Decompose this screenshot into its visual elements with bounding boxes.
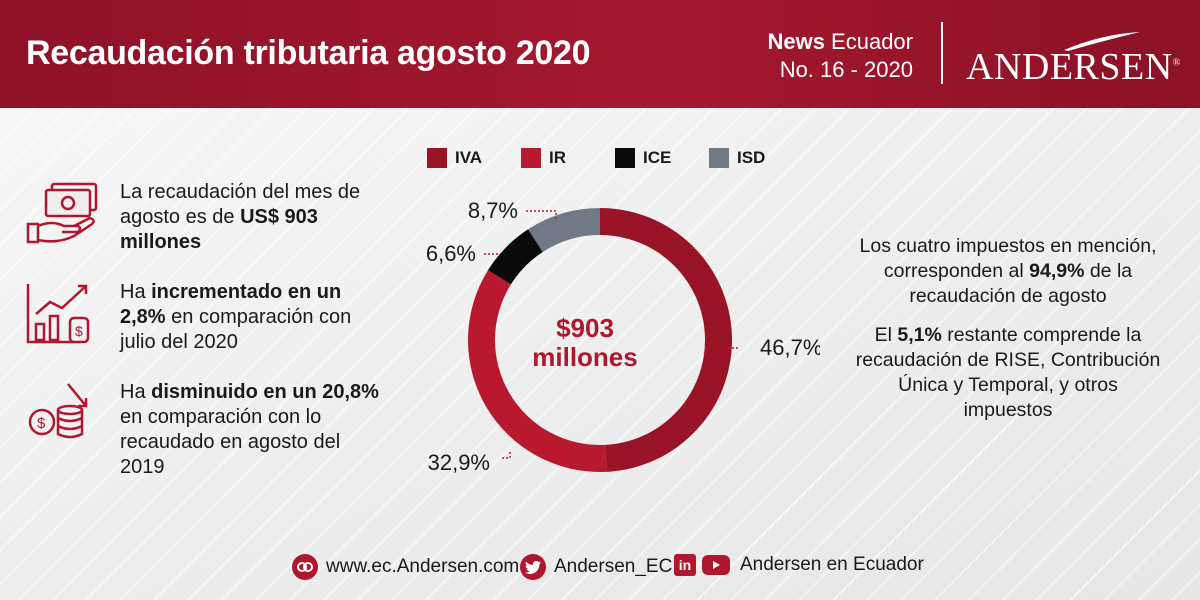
footer-website[interactable]: www.ec.Andersen.com <box>292 554 519 580</box>
legend-label: IVA <box>455 148 483 167</box>
fact-text-increase: Ha incrementado en un 2,8% en comparació… <box>120 280 380 355</box>
twitter-icon <box>520 554 546 580</box>
chart-center-label: $903 millones <box>532 313 638 372</box>
logo-swoosh-icon <box>1064 32 1140 51</box>
fact-text-bold: incrementado en un 2,8% <box>120 281 342 328</box>
data-label-ir: 32,9% <box>428 450 490 475</box>
summary-paragraph-1: Los cuatro impuestos en mención, corresp… <box>852 234 1164 309</box>
fact-text-decrease: Ha disminuido en un 20,8% en comparación… <box>120 380 380 480</box>
legend-label: ISD <box>737 148 766 167</box>
legend-swatch <box>615 148 635 168</box>
donut-slice-ir <box>468 270 607 472</box>
legend-swatch <box>709 148 729 168</box>
issue-number: No. 16 - 2020 <box>779 57 913 82</box>
donut-chart: 46,7% 32,9% 6,6% 8,7% <box>426 198 820 475</box>
news-label: News <box>767 29 825 54</box>
andersen-logo: ANDERSEN® <box>966 45 1181 89</box>
social-name[interactable]: Andersen en Ecuador <box>740 554 924 575</box>
fact-text-bold: US$ 903 millones <box>120 206 318 253</box>
website-link[interactable]: www.ec.Andersen.com <box>326 556 520 577</box>
fact-text-bold: disminuido en un 20,8% <box>151 381 379 403</box>
donut-slice-ice <box>488 229 543 285</box>
fact-text-pre: Ha <box>120 381 152 403</box>
logo-registered-mark: ® <box>1172 57 1181 69</box>
legend-label: ICE <box>643 148 672 167</box>
data-label-ice: 6,6% <box>426 241 476 266</box>
header-banner: Recaudación tributaria agosto 2020 News … <box>0 0 1200 108</box>
link-icon <box>292 554 318 580</box>
data-label-iva: 46,7% <box>760 335 820 360</box>
page-title: Recaudación tributaria agosto 2020 <box>26 34 591 72</box>
footer-social[interactable]: in Andersen en Ecuador <box>674 554 924 576</box>
leader-line <box>502 452 511 459</box>
news-badge: News Ecuador No. 16 - 2020 <box>767 28 913 84</box>
data-label-isd: 8,7% <box>468 198 518 223</box>
header-divider <box>941 22 943 84</box>
footer: www.ec.Andersen.com Andersen_EC in Ander… <box>0 544 1200 588</box>
twitter-handle[interactable]: Andersen_EC <box>554 556 673 577</box>
svg-text:$: $ <box>37 415 46 432</box>
legend-swatch <box>427 148 447 168</box>
legend-item-iva: IVA <box>427 148 521 168</box>
summary-text-pre: Los cuatro impuestos en mención, corresp… <box>859 235 1157 282</box>
summary-text-pre: El <box>874 324 898 346</box>
fact-text-post: en comparación con julio del 2020 <box>120 306 352 353</box>
summary-text-bold: 94,9% <box>1029 260 1085 282</box>
youtube-icon <box>702 555 730 575</box>
legend-item-ir: IR <box>521 148 615 168</box>
donut-slice-isd <box>528 208 600 252</box>
coins-down-icon: $ <box>28 383 88 439</box>
chart-legend: IVA IR ICE ISD <box>427 148 803 168</box>
fact-text-pre: Ha <box>120 281 152 303</box>
logo-text: ANDERSEN <box>966 46 1173 88</box>
donut-slice-iva <box>600 208 732 472</box>
summary-text-post: de la recaudación de agosto <box>909 260 1133 307</box>
footer-twitter[interactable]: Andersen_EC <box>520 554 672 580</box>
svg-text:$: $ <box>75 323 83 339</box>
growth-chart-icon: $ <box>26 284 90 344</box>
background <box>0 108 1200 600</box>
news-region: Ecuador <box>824 29 913 54</box>
leader-line <box>526 210 557 220</box>
legend-item-isd: ISD <box>709 148 803 168</box>
leader-line <box>484 253 499 256</box>
summary-text-post: restante comprende la recaudación de RIS… <box>855 324 1161 421</box>
summary-text-bold: 5,1% <box>897 324 942 346</box>
legend-item-ice: ICE <box>615 148 709 168</box>
linkedin-icon: in <box>674 554 696 576</box>
fact-text-post: en comparación con lo recaudado en agost… <box>120 406 341 478</box>
money-hand-icon <box>26 182 98 244</box>
fact-text-pre: La recaudación del mes de agosto es de <box>120 181 361 228</box>
fact-text-amount: La recaudación del mes de agosto es de U… <box>120 180 380 255</box>
summary-paragraph-2: El 5,1% restante comprende la recaudació… <box>852 323 1164 423</box>
legend-swatch <box>521 148 541 168</box>
summary-text: Los cuatro impuestos en mención, corresp… <box>852 234 1164 423</box>
legend-label: IR <box>549 148 566 167</box>
